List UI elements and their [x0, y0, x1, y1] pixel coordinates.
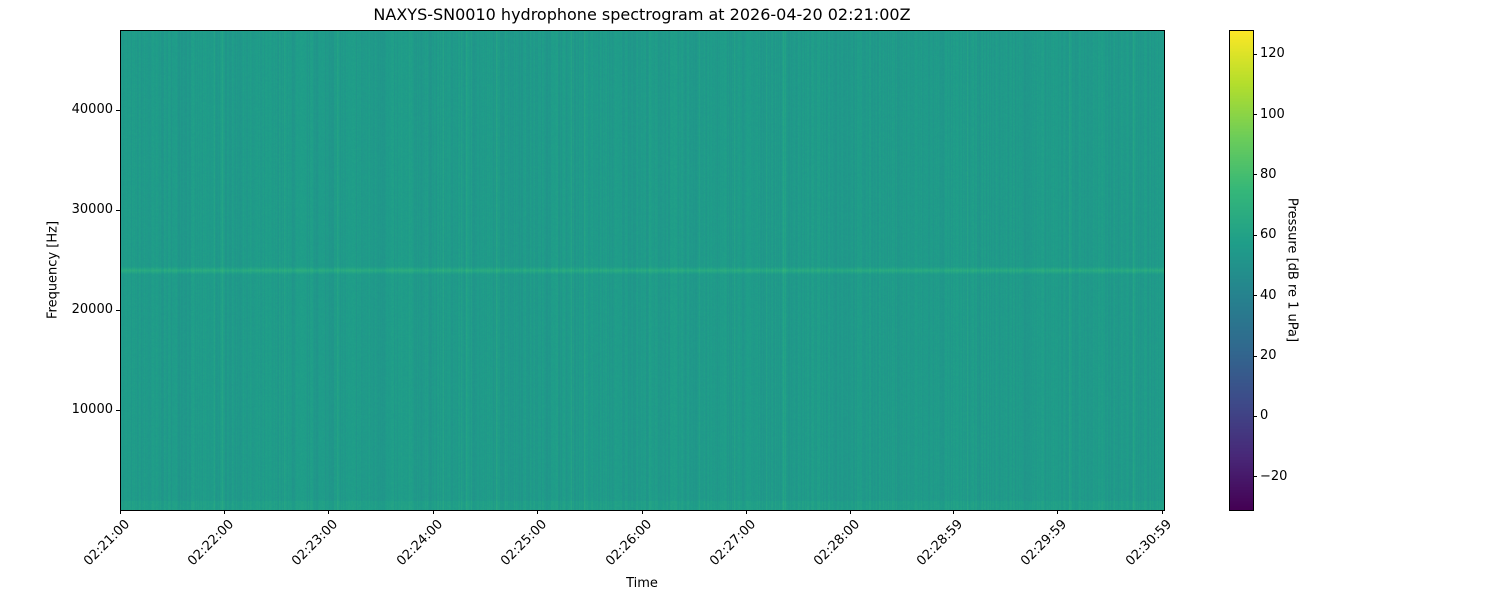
- y-tick: [116, 109, 120, 111]
- x-tick: [432, 510, 434, 514]
- x-tick: [119, 510, 121, 514]
- colorbar-tick: [1253, 355, 1257, 357]
- x-tick-label: 02:21:00: [80, 517, 133, 569]
- colorbar-tick-label: 80: [1260, 166, 1277, 182]
- x-tick-label: 02:27:00: [707, 517, 760, 569]
- x-tick: [537, 510, 539, 514]
- x-tick: [850, 510, 852, 514]
- colorbar-tick: [1253, 114, 1257, 116]
- y-tick: [116, 309, 120, 311]
- y-tick: [116, 409, 120, 411]
- x-tick-label: 02:30:59: [1122, 517, 1175, 569]
- x-tick: [745, 510, 747, 514]
- x-tick: [1161, 510, 1163, 514]
- x-tick: [1057, 510, 1059, 514]
- x-tick: [952, 510, 954, 514]
- colorbar-frame: [1229, 30, 1254, 511]
- y-tick-label: 10000: [71, 402, 113, 417]
- spectrogram-plot-area: [120, 30, 1165, 511]
- y-axis-label: Frequency [Hz]: [45, 220, 61, 320]
- colorbar-tick-label: 100: [1260, 106, 1285, 122]
- x-tick-label: 02:23:00: [289, 517, 342, 569]
- colorbar-tick: [1253, 476, 1257, 478]
- colorbar-tick: [1253, 234, 1257, 236]
- colorbar-tick-label: −20: [1260, 468, 1288, 484]
- colorbar-tick-label: 40: [1260, 287, 1277, 303]
- plot-frame: [120, 30, 1165, 511]
- x-tick-label: 02:25:00: [498, 517, 551, 569]
- colorbar-tick-label: 60: [1260, 227, 1277, 243]
- colorbar-tick: [1253, 415, 1257, 417]
- y-tick: [116, 209, 120, 211]
- x-tick-label: 02:24:00: [393, 517, 446, 569]
- spectrogram-heatmap: [120, 30, 1164, 510]
- colorbar-tick-label: 0: [1260, 408, 1269, 424]
- x-tick-label: 02:22:00: [185, 517, 238, 569]
- x-tick: [223, 510, 225, 514]
- colorbar-gradient: [1229, 30, 1253, 510]
- x-tick-label: 02:29:59: [1018, 517, 1071, 569]
- x-tick-label: 02:28:59: [914, 517, 967, 569]
- x-axis-label: Time: [626, 576, 658, 591]
- colorbar-tick-label: 120: [1260, 46, 1285, 62]
- chart-title: NAXYS-SN0010 hydrophone spectrogram at 2…: [373, 5, 911, 24]
- colorbar-tick-label: 20: [1260, 348, 1277, 364]
- y-tick-label: 20000: [71, 302, 113, 317]
- y-tick-label: 40000: [71, 102, 113, 117]
- x-tick: [328, 510, 330, 514]
- colorbar-tick: [1253, 174, 1257, 176]
- y-tick-label: 30000: [71, 202, 113, 217]
- x-tick-label: 02:26:00: [602, 517, 655, 569]
- x-tick-label: 02:28:00: [811, 517, 864, 569]
- colorbar-label: Pressure [dB re 1 uPa]: [1284, 197, 1300, 343]
- colorbar-tick: [1253, 53, 1257, 55]
- colorbar-tick: [1253, 295, 1257, 297]
- x-tick: [641, 510, 643, 514]
- colorbar: [1229, 30, 1254, 511]
